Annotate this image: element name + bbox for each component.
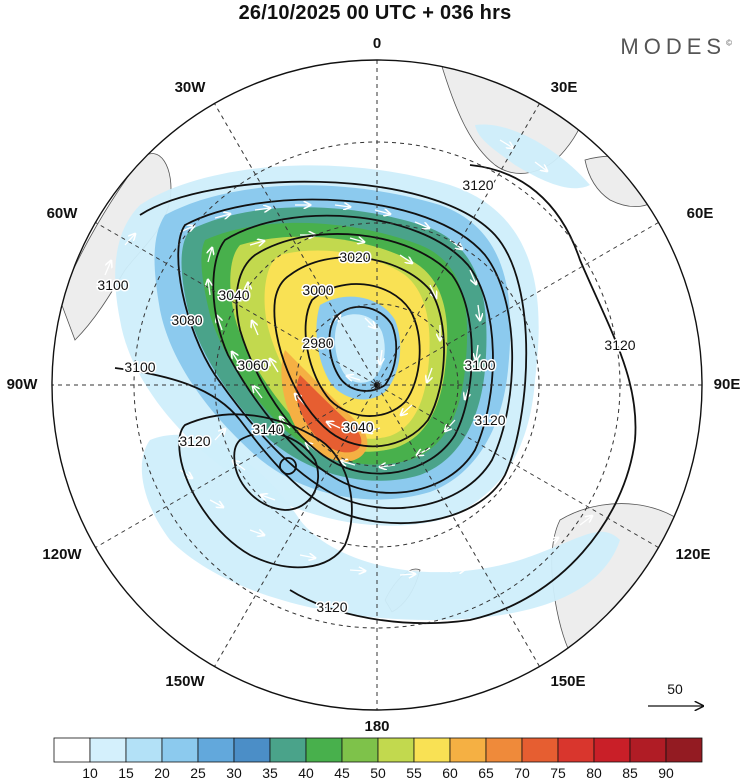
contour-label: 3000	[302, 282, 333, 298]
colorbar-label: 35	[262, 765, 278, 781]
south-pole-marker	[374, 382, 380, 388]
meridian-label: 120E	[675, 546, 710, 563]
colorbar-label: 60	[442, 765, 458, 781]
colorbar-label: 65	[478, 765, 494, 781]
contour-labels: 3020 3000 3040 3080 3100 3100 3060 2980 3040 3140…	[96, 176, 637, 617]
colorbar-swatch	[449, 737, 487, 763]
graticule	[52, 60, 702, 710]
contour-3020	[273, 256, 445, 448]
colorbar-label: 10	[82, 765, 98, 781]
colorbar-swatch	[629, 737, 667, 763]
contour-3120-north	[289, 164, 637, 625]
colorbar: 10 15 20 25 30 35 40 45 50 55 60 65 70 75 80 85 90	[53, 737, 703, 781]
colorbar-label: 75	[550, 765, 566, 781]
contour-label: 3100	[464, 357, 495, 373]
contour-label: 3100	[97, 277, 128, 293]
colorbar-swatch	[269, 737, 307, 763]
contour-label: 3060	[237, 357, 268, 373]
colorbar-label: 90	[658, 765, 674, 781]
colorbar-swatch	[161, 737, 199, 763]
meridian-label: 150E	[550, 673, 585, 690]
brand-logo: MODES©	[620, 34, 732, 60]
colorbar-label: 45	[334, 765, 350, 781]
contour-label: 3120	[604, 337, 635, 353]
colorbar-swatch	[377, 737, 415, 763]
colorbar-label: 80	[586, 765, 602, 781]
contour-label: 3140	[252, 421, 283, 437]
colorbar-swatch	[665, 737, 703, 763]
colorbar-swatch	[593, 737, 631, 763]
colorbar-label: 25	[190, 765, 206, 781]
contour-label: 3080	[171, 312, 202, 328]
wind-reference-label: 50	[667, 681, 683, 697]
contour-label: 3020	[339, 249, 370, 265]
meridian-label: 0	[373, 35, 381, 52]
meridian-label: 90W	[7, 376, 39, 393]
australia-land	[551, 503, 702, 691]
contour-label: 3120	[179, 433, 210, 449]
meridian-label: 180	[364, 718, 389, 735]
contour-label: 3120	[474, 412, 505, 428]
colorbar-label: 70	[514, 765, 530, 781]
colorbar-swatch	[521, 737, 559, 763]
meridian-label: 90E	[714, 376, 741, 393]
contour-3040	[235, 233, 473, 475]
colorbar-label: 40	[298, 765, 314, 781]
colorbar-swatch	[233, 737, 271, 763]
wind-vectors	[104, 139, 592, 575]
contour-label: 2980	[302, 335, 333, 351]
wind-reference: 50	[648, 681, 703, 706]
colorbar-swatch	[89, 737, 127, 763]
colorbar-swatch	[413, 737, 451, 763]
colorbar-label: 20	[154, 765, 170, 781]
contour-3060	[212, 214, 494, 494]
contour-3080	[177, 198, 514, 510]
colorbar-label: 50	[370, 765, 386, 781]
contour-3120-south	[178, 413, 353, 569]
colorbar-label: 15	[118, 765, 134, 781]
contour-closed-high	[279, 457, 297, 475]
meridian-label: 120W	[42, 546, 82, 563]
colorbar-swatch	[485, 737, 523, 763]
colorbar-label: 30	[226, 765, 242, 781]
brand-text: MODES	[620, 34, 727, 59]
colorbar-swatch	[305, 737, 343, 763]
map-disc	[59, 60, 702, 691]
contour-3000	[304, 283, 421, 417]
colorbar-swatch	[125, 737, 163, 763]
colorbar-label: 55	[406, 765, 422, 781]
shade-15-south	[141, 434, 620, 620]
height-contours	[114, 164, 637, 625]
meridian-label: 60E	[687, 205, 714, 222]
map-title: 26/10/2025 00 UTC + 036 hrs	[238, 2, 512, 24]
contour-label: 3100	[124, 359, 155, 375]
meridian-label: 60W	[47, 205, 79, 222]
colorbar-label: 85	[622, 765, 638, 781]
wind-speed-shading	[115, 124, 620, 620]
meridian-labels: 0 30E 60E 90E 120E 150E 180 150W 120W 90W 60W 30W	[7, 35, 741, 735]
contour-label: 3040	[218, 287, 249, 303]
contour-3140	[233, 432, 320, 511]
contour-label: 3120	[316, 599, 347, 615]
meridian-label: 150W	[165, 673, 205, 690]
copyright-mark: ©	[726, 38, 732, 48]
shade-75	[296, 375, 362, 453]
contour-label: 3040	[342, 419, 373, 435]
africa-east-land	[584, 155, 661, 207]
map-boundary	[51, 59, 703, 711]
meridian-label: 30W	[175, 79, 207, 96]
shade-inner-light	[334, 314, 385, 383]
contour-label: 3120	[462, 177, 493, 193]
colorbar-swatch	[341, 737, 379, 763]
colorbar-swatch	[557, 737, 595, 763]
colorbar-swatch	[53, 737, 91, 763]
colorbar-swatch	[197, 737, 235, 763]
contour-3100	[114, 180, 528, 525]
meridian-label: 30E	[551, 79, 578, 96]
shade-15-africa	[475, 124, 590, 189]
